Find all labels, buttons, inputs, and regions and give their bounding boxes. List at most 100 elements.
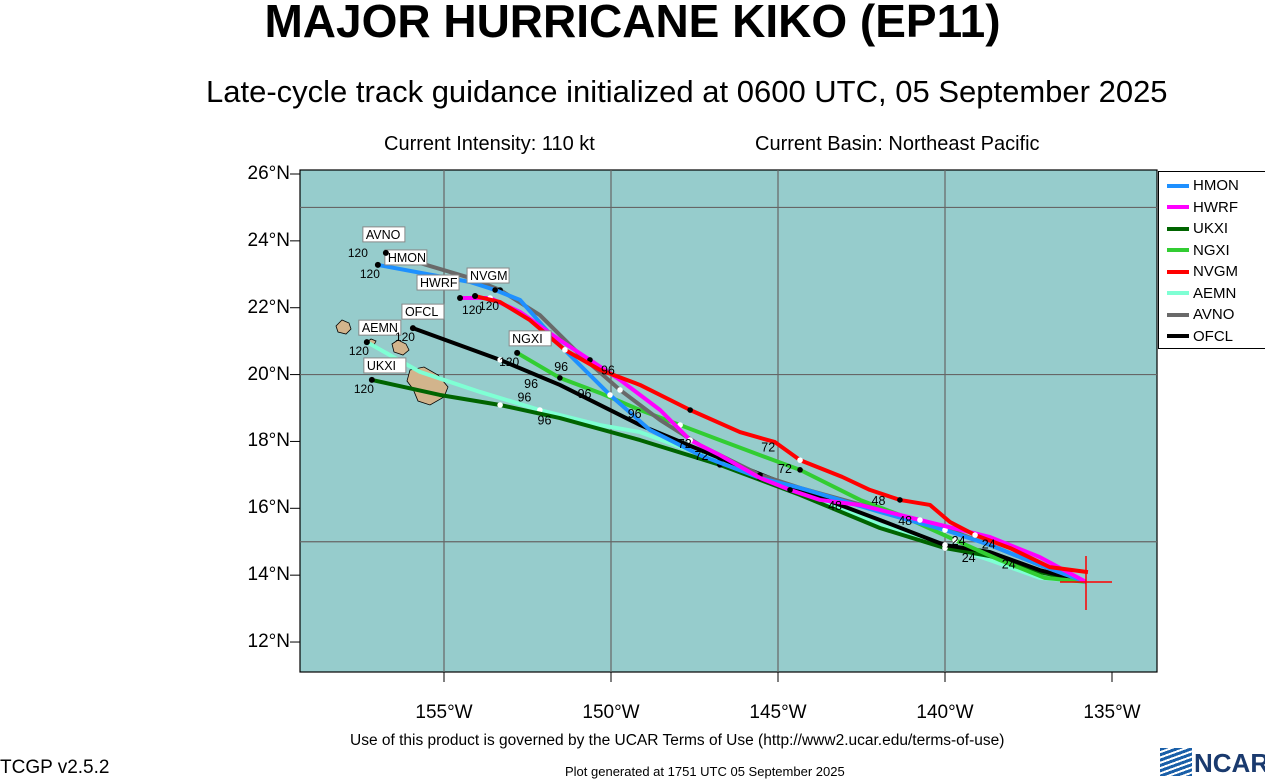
track-endpoint	[514, 349, 521, 356]
legend-label: NGXI	[1193, 241, 1230, 259]
model-label: NVGM	[470, 269, 508, 283]
track-endpoint	[472, 293, 479, 300]
track-point	[897, 497, 903, 503]
track-point	[687, 407, 693, 413]
y-tick-label: 12°N	[247, 631, 290, 653]
track-point	[972, 532, 978, 538]
ncar-logo-mark	[1160, 748, 1192, 776]
track-endpoint	[382, 249, 389, 256]
version-label: TCGP v2.5.2	[0, 757, 110, 778]
track-endpoint	[374, 261, 381, 268]
hour-label: 72	[778, 462, 792, 476]
track-point	[942, 542, 948, 548]
model-label-box	[384, 249, 428, 266]
legend: HMON HWRF UKXI NGXI NVGM AEMN AVNO OFCL	[1158, 171, 1265, 349]
hour-label: 96	[554, 360, 568, 374]
x-tick-label: 145°W	[749, 702, 807, 723]
legend-label: NVGM	[1193, 263, 1238, 280]
model-label: AEMN	[362, 321, 398, 335]
track-point	[787, 487, 793, 493]
end-hour-label: 120	[395, 330, 415, 344]
hour-label: 72	[761, 440, 775, 454]
track-endpoint	[457, 295, 464, 302]
hour-label: 24	[962, 551, 976, 565]
y-tick-label: 18°N	[247, 430, 290, 452]
end-hour-label: 120	[354, 382, 374, 396]
x-tick-label: 135°W	[1083, 702, 1141, 723]
legend-label: HMON	[1193, 177, 1239, 194]
end-hour-label: 120	[462, 303, 482, 317]
y-tick-label: 20°N	[247, 363, 290, 385]
track-point	[492, 287, 498, 293]
legend-item-hwrf: HWRF	[1167, 199, 1238, 216]
legend-item-ukxi: UKXI	[1167, 220, 1228, 237]
model-label: UKXI	[367, 359, 396, 373]
track-point	[952, 537, 958, 543]
hour-label: 96	[524, 377, 538, 391]
model-label: AVNO	[366, 228, 401, 242]
hour-label: 24	[1002, 557, 1016, 571]
model-label: HWRF	[420, 276, 458, 290]
track-point	[617, 387, 623, 393]
track-point	[607, 392, 613, 398]
hour-label: 96	[628, 407, 642, 421]
hour-label: 24	[952, 534, 966, 548]
hour-label: 24	[982, 537, 996, 551]
track-point	[497, 402, 503, 408]
legend-label: UKXI	[1193, 220, 1229, 237]
end-hour-label: 120	[348, 246, 368, 260]
y-tick-label: 14°N	[247, 564, 290, 586]
legend-label: AEMN	[1193, 284, 1237, 302]
model-label-box	[466, 267, 510, 284]
track-point	[942, 527, 948, 533]
legend-swatch	[1167, 334, 1189, 338]
legend-label: OFCL	[1193, 327, 1234, 345]
model-label: HMON	[388, 251, 426, 265]
x-tick-label: 140°W	[916, 702, 974, 723]
legend-label: HWRF	[1193, 198, 1238, 216]
track-hmon	[377, 262, 1087, 584]
current-intensity: Current Intensity: 110 kt	[384, 133, 595, 155]
track-point	[797, 457, 803, 463]
legend-label: AVNO	[1193, 306, 1235, 323]
x-tick-label: 150°W	[582, 702, 640, 723]
end-hour-label: 120	[360, 267, 380, 281]
hour-label: 48	[828, 499, 842, 513]
model-label: OFCL	[405, 305, 438, 319]
subtitle: Late-cycle track guidance initialized at…	[206, 74, 1168, 109]
legend-item-nvgm: NVGM	[1167, 263, 1238, 280]
legend-item-hmon: HMON	[1167, 177, 1239, 194]
track-point	[562, 347, 568, 353]
model-label-box	[358, 319, 402, 336]
terms-of-use: Use of this product is governed by the U…	[350, 732, 1005, 749]
hour-label: 96	[517, 390, 531, 404]
hour-label: 96	[601, 364, 615, 378]
legend-swatch	[1167, 291, 1189, 295]
y-tick-label: 22°N	[247, 296, 290, 318]
generated-timestamp: Plot generated at 1751 UTC 05 September …	[565, 764, 845, 779]
page-title: MAJOR HURRICANE KIKO (EP11)	[264, 0, 1001, 47]
track-ngxi	[516, 351, 1087, 584]
hour-label: 96	[578, 387, 592, 401]
model-label: NGXI	[512, 332, 543, 346]
legend-item-aemn: AEMN	[1167, 285, 1236, 302]
track-endpoint	[363, 339, 370, 346]
legend-swatch	[1167, 312, 1189, 317]
plot-area	[299, 169, 1158, 673]
legend-swatch	[1167, 183, 1189, 188]
end-hour-label: 120	[499, 355, 519, 369]
legend-item-ofcl: OFCL	[1167, 328, 1233, 345]
legend-swatch	[1167, 205, 1189, 209]
track-point	[687, 437, 693, 443]
island-maui	[391, 339, 410, 356]
track-endpoint	[368, 376, 375, 383]
legend-swatch	[1167, 269, 1189, 274]
island-kauai	[335, 319, 352, 335]
end-hour-label: 120	[479, 299, 499, 313]
current-position-marker	[1060, 556, 1112, 610]
model-label-box	[416, 274, 460, 291]
track-point	[497, 357, 503, 363]
legend-swatch	[1167, 248, 1189, 252]
end-hour-label: 120	[349, 344, 369, 358]
